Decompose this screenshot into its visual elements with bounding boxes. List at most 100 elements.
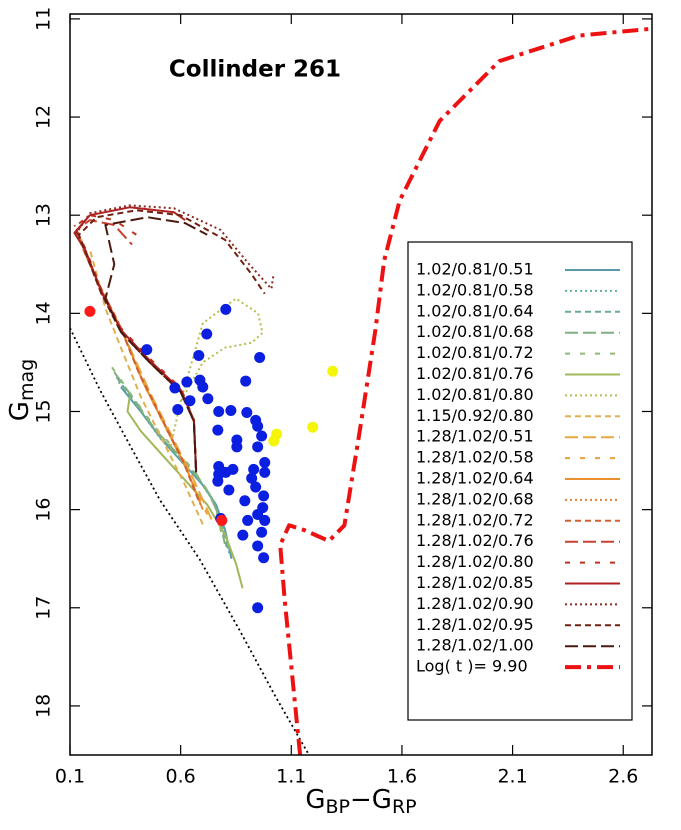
x-tick-label: 2.1 [497, 766, 527, 788]
star-point [213, 405, 225, 417]
star-point [181, 376, 193, 388]
legend-label: 1.02/0.81/0.58 [416, 280, 534, 299]
star-point [256, 430, 268, 442]
star-point [248, 463, 260, 475]
star-point [259, 466, 271, 478]
star-point [252, 540, 264, 552]
star-point [212, 475, 224, 487]
star-point [225, 405, 237, 417]
legend-label: 1.02/0.81/0.72 [416, 343, 534, 362]
star-point [197, 381, 209, 393]
isochrone-line [278, 26, 652, 755]
x-tick-label: 1.6 [387, 766, 417, 788]
star-point [141, 344, 153, 356]
y-tick-label: 12 [33, 105, 55, 129]
plot-area [70, 26, 652, 755]
x-axis-label: GBP−GRP [305, 785, 416, 818]
isochrone-line [75, 204, 275, 473]
legend-label: Log( t )= 9.90 [416, 657, 528, 676]
legend-label: 1.28/1.02/0.80 [416, 552, 534, 571]
star-point [202, 393, 214, 405]
star-point [268, 435, 280, 447]
y-tick-label: 11 [33, 7, 55, 31]
x-tick-label: 0.1 [55, 766, 85, 788]
legend-label: 1.15/0.92/0.80 [416, 406, 534, 425]
star-point [250, 481, 262, 493]
x-label-part: G [305, 785, 325, 815]
star-point [216, 514, 228, 526]
y-tick-label: 15 [33, 399, 55, 423]
legend-label: 1.02/0.81/0.51 [416, 260, 534, 279]
x-tick-label: 2.6 [608, 766, 638, 788]
isochrone-line [73, 214, 198, 469]
star-point [259, 514, 271, 526]
x-label-part: RP [392, 796, 417, 818]
legend-label: 1.28/1.02/0.76 [416, 531, 534, 550]
x-tick-label: 0.6 [166, 766, 196, 788]
isochrone-line [73, 206, 198, 471]
star-point [227, 463, 239, 475]
legend-label: 1.28/1.02/0.72 [416, 510, 534, 529]
star-point [258, 552, 270, 564]
y-tick-label: 18 [33, 694, 55, 718]
y-label-part: G [5, 401, 35, 421]
star-point [242, 514, 254, 526]
y-tick-label: 16 [33, 498, 55, 522]
y-axis-label: Gmag [5, 359, 38, 421]
star-point [223, 484, 235, 496]
isochrone-line [73, 224, 200, 501]
isochrone-line [77, 209, 266, 473]
legend-label: 1.28/1.02/0.90 [416, 594, 534, 613]
legend-label: 1.28/1.02/0.64 [416, 469, 534, 488]
legend-box [407, 241, 633, 721]
legend-label: 1.02/0.81/0.68 [416, 322, 534, 341]
star-point [220, 303, 232, 315]
legend-label: 1.28/1.02/0.51 [416, 427, 534, 446]
x-tick-label: 1.1 [276, 766, 306, 788]
star-point [246, 472, 258, 484]
star-point [252, 441, 264, 453]
star-point [212, 424, 224, 436]
legend-label: 1.28/1.02/1.00 [416, 636, 534, 655]
star-point [252, 420, 264, 432]
legend-label: 1.28/1.02/0.58 [416, 448, 534, 467]
star-point [169, 382, 181, 394]
star-point [84, 305, 96, 317]
star-point [239, 495, 251, 507]
star-point [259, 457, 271, 469]
star-point [237, 529, 249, 541]
x-label-part: BP [326, 796, 351, 818]
star-point [184, 395, 196, 407]
legend-label: 1.02/0.81/0.80 [416, 385, 534, 404]
isochrone-line [168, 297, 264, 451]
star-point [240, 375, 252, 387]
legend-label: 1.28/1.02/0.68 [416, 489, 534, 508]
isochrone-line [126, 396, 244, 589]
star-point [241, 406, 253, 418]
axes-frame [69, 13, 653, 756]
legend-label: 1.02/0.81/0.64 [416, 301, 534, 320]
y-label-part: mag [16, 359, 38, 401]
star-point [254, 352, 266, 364]
x-label-part: −G [350, 785, 392, 815]
star-point [231, 441, 243, 453]
star-point [258, 490, 270, 502]
isochrone-line [104, 216, 208, 473]
legend-label: 1.28/1.02/0.95 [416, 615, 534, 634]
y-tick-label: 14 [33, 301, 55, 325]
y-tick-label: 17 [33, 596, 55, 620]
star-point [213, 460, 225, 472]
legend-label: 1.28/1.02/0.85 [416, 573, 534, 592]
chart-title: Collinder 261 [169, 57, 341, 83]
legend-label: 1.02/0.81/0.76 [416, 364, 534, 383]
star-point [201, 328, 213, 340]
star-point [327, 365, 339, 377]
isochrone-line [88, 249, 204, 525]
zams-line [70, 327, 310, 755]
star-point [252, 602, 264, 614]
star-point [256, 526, 268, 538]
star-point [193, 350, 205, 362]
star-point [172, 404, 184, 416]
star-point [307, 421, 319, 433]
